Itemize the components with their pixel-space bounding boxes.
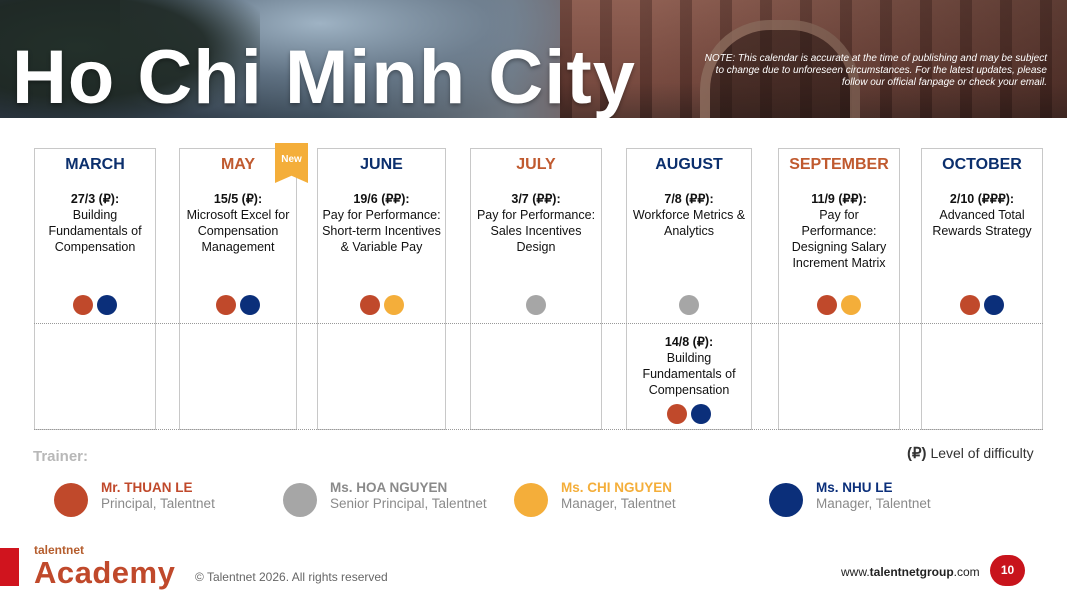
trainer-dot-hoa bbox=[526, 295, 546, 315]
course-entry: 3/7 (₽₽): Pay for Performance: Sales Inc… bbox=[474, 191, 598, 255]
trainer-dot-thuan bbox=[359, 295, 380, 315]
course-entry: 15/5 (₽): Microsoft Excel for Compensati… bbox=[183, 191, 293, 255]
course-title: Pay for Performance: Short-term Incentiv… bbox=[322, 208, 441, 254]
course-date: 11/9 (₽₽): bbox=[811, 192, 867, 206]
difficulty-symbol: (₽) bbox=[907, 445, 927, 462]
course-title: Microsoft Excel for Compensation Managem… bbox=[186, 208, 290, 254]
trainer-dot-thuan bbox=[667, 404, 687, 424]
course-title: Building Fundamentals of Compensation bbox=[48, 208, 142, 254]
course-title: Pay for Performance: Sales Incentives De… bbox=[476, 208, 596, 254]
course-entry: 2/10 (₽₽₽): Advanced Total Rewards Strat… bbox=[925, 191, 1039, 239]
course-date: 3/7 (₽₽): bbox=[511, 192, 561, 206]
month-name: OCTOBER bbox=[942, 156, 1022, 173]
trainer-dot-thuan bbox=[817, 295, 837, 315]
copyright-text: © Talentnet 2026. All rights reserved bbox=[195, 570, 388, 584]
banner-tree bbox=[0, 0, 260, 118]
course-entry: 7/8 (₽₽): Workforce Metrics & Analytics bbox=[630, 191, 748, 239]
divider-bottom bbox=[34, 429, 1043, 430]
difficulty-text: Level of difficulty bbox=[930, 445, 1034, 461]
course-date: 2/10 (₽₽₽): bbox=[949, 192, 1015, 206]
course-date: 27/3 (₽): bbox=[70, 192, 120, 206]
trainer-dots bbox=[471, 295, 601, 315]
month-column-june: JUNE 19/6 (₽₽): Pay for Performance: Sho… bbox=[317, 148, 446, 430]
course-entry: 27/3 (₽): Building Fundamentals of Compe… bbox=[38, 191, 152, 255]
month-name: MARCH bbox=[65, 156, 125, 173]
website-prefix: www. bbox=[841, 565, 870, 579]
trainer-name: Mr. THUAN LE bbox=[101, 480, 193, 495]
page-title: Ho Chi Minh City bbox=[12, 35, 636, 119]
trainer-color-dot bbox=[514, 483, 548, 517]
website-link[interactable]: www.talentnetgroup.com bbox=[841, 565, 980, 579]
trainer-dots bbox=[922, 295, 1042, 315]
trainer-dots-second bbox=[627, 404, 751, 424]
trainer-dot-chi bbox=[383, 295, 404, 315]
divider-mid bbox=[34, 323, 1043, 324]
trainer-dots bbox=[779, 295, 899, 315]
banner-shade bbox=[0, 0, 1067, 118]
course-title: Workforce Metrics & Analytics bbox=[632, 208, 746, 238]
trainer-dot-nhu bbox=[97, 295, 117, 315]
trainer-role: Manager, Talentnet bbox=[561, 496, 676, 511]
trainer-color-dot bbox=[283, 483, 317, 517]
logo-brand-small: talentnet bbox=[34, 543, 85, 557]
logo-academy: Academy bbox=[34, 555, 176, 590]
month-name: JULY bbox=[516, 156, 556, 173]
calendar-note: NOTE: This calendar is accurate at the t… bbox=[704, 53, 1047, 88]
trainer-dots bbox=[627, 295, 751, 315]
trainer-dot-nhu bbox=[691, 404, 711, 424]
course-title: Pay for Performance: Designing Salary In… bbox=[791, 208, 887, 270]
accent-bar bbox=[0, 548, 19, 586]
month-column-july: JULY 3/7 (₽₽): Pay for Performance: Sale… bbox=[470, 148, 602, 430]
month-column-may: MAY 15/5 (₽): Microsoft Excel for Compen… bbox=[179, 148, 297, 430]
new-badge-label: New bbox=[281, 154, 302, 165]
trainer-name: Ms. CHI NGUYEN bbox=[561, 480, 673, 495]
trainer-name: Ms. NHU LE bbox=[816, 480, 893, 495]
course-date: 19/6 (₽₽): bbox=[353, 192, 410, 206]
month-column-august: AUGUST 7/8 (₽₽): Workforce Metrics & Ana… bbox=[626, 148, 752, 430]
course-title: Advanced Total Rewards Strategy bbox=[932, 208, 1032, 238]
trainer-dots bbox=[180, 295, 296, 315]
trainer-dot-nhu bbox=[240, 295, 260, 315]
month-name: JUNE bbox=[360, 156, 403, 173]
trainer-role: Principal, Talentnet bbox=[101, 496, 215, 511]
trainer-role: Manager, Talentnet bbox=[816, 496, 931, 511]
trainer-dot-thuan bbox=[216, 295, 236, 315]
course-date: 7/8 (₽₽): bbox=[664, 192, 714, 206]
trainer-dot-hoa bbox=[679, 295, 699, 315]
month-column-october: OCTOBER 2/10 (₽₽₽): Advanced Total Rewar… bbox=[921, 148, 1043, 430]
course-title: Building Fundamentals of Compensation bbox=[642, 351, 736, 397]
difficulty-legend: (₽) Level of difficulty bbox=[907, 444, 1034, 462]
trainer-dot-thuan bbox=[73, 295, 93, 315]
website-suffix: .com bbox=[953, 565, 980, 579]
city-banner: Ho Chi Minh City NOTE: This calendar is … bbox=[0, 0, 1067, 118]
trainer-color-dot bbox=[769, 483, 803, 517]
trainer-dot-nhu bbox=[984, 295, 1004, 315]
month-name: MAY bbox=[220, 156, 256, 173]
new-badge: New bbox=[275, 143, 308, 183]
trainer-dot-chi bbox=[841, 295, 861, 315]
course-entry-second: 14/8 (₽): Building Fundamentals of Compe… bbox=[630, 334, 748, 398]
banner-arch bbox=[700, 20, 860, 118]
trainer-dots bbox=[35, 295, 155, 315]
trainer-name: Ms. HOA NGUYEN bbox=[330, 480, 448, 495]
month-name: SEPTEMBER bbox=[789, 156, 889, 173]
trainer-color-dot bbox=[54, 483, 88, 517]
course-date: 15/5 (₽): bbox=[213, 192, 263, 206]
month-name: AUGUST bbox=[655, 156, 723, 173]
website-domain: talentnetgroup bbox=[869, 565, 954, 579]
trainer-role: Senior Principal, Talentnet bbox=[330, 496, 487, 511]
course-entry: 19/6 (₽₽): Pay for Performance: Short-te… bbox=[321, 191, 442, 255]
trainer-dot-thuan bbox=[960, 295, 980, 315]
month-column-september: SEPTEMBER 11/9 (₽₽): Pay for Performance… bbox=[778, 148, 900, 430]
course-date: 14/8 (₽): bbox=[664, 335, 714, 349]
trainer-label: Trainer: bbox=[33, 448, 89, 465]
month-column-march: MARCH 27/3 (₽): Building Fundamentals of… bbox=[34, 148, 156, 430]
course-entry: 11/9 (₽₽): Pay for Performance: Designin… bbox=[782, 191, 896, 271]
page-number: 10 bbox=[990, 555, 1025, 586]
trainer-dots bbox=[318, 295, 445, 315]
